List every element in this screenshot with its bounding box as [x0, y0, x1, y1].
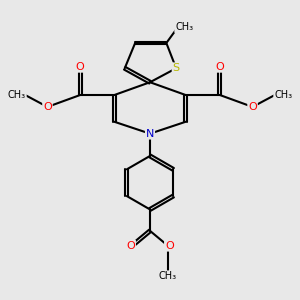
Text: O: O: [43, 102, 52, 112]
Text: CH₃: CH₃: [8, 90, 26, 100]
Text: O: O: [215, 62, 224, 72]
Text: O: O: [248, 102, 257, 112]
Text: CH₃: CH₃: [159, 271, 177, 281]
Text: CH₃: CH₃: [274, 90, 292, 100]
Text: O: O: [165, 241, 174, 251]
Text: O: O: [126, 241, 135, 251]
Text: S: S: [172, 63, 180, 73]
Text: O: O: [76, 62, 85, 72]
Text: N: N: [146, 129, 154, 139]
Text: CH₃: CH₃: [175, 22, 193, 32]
